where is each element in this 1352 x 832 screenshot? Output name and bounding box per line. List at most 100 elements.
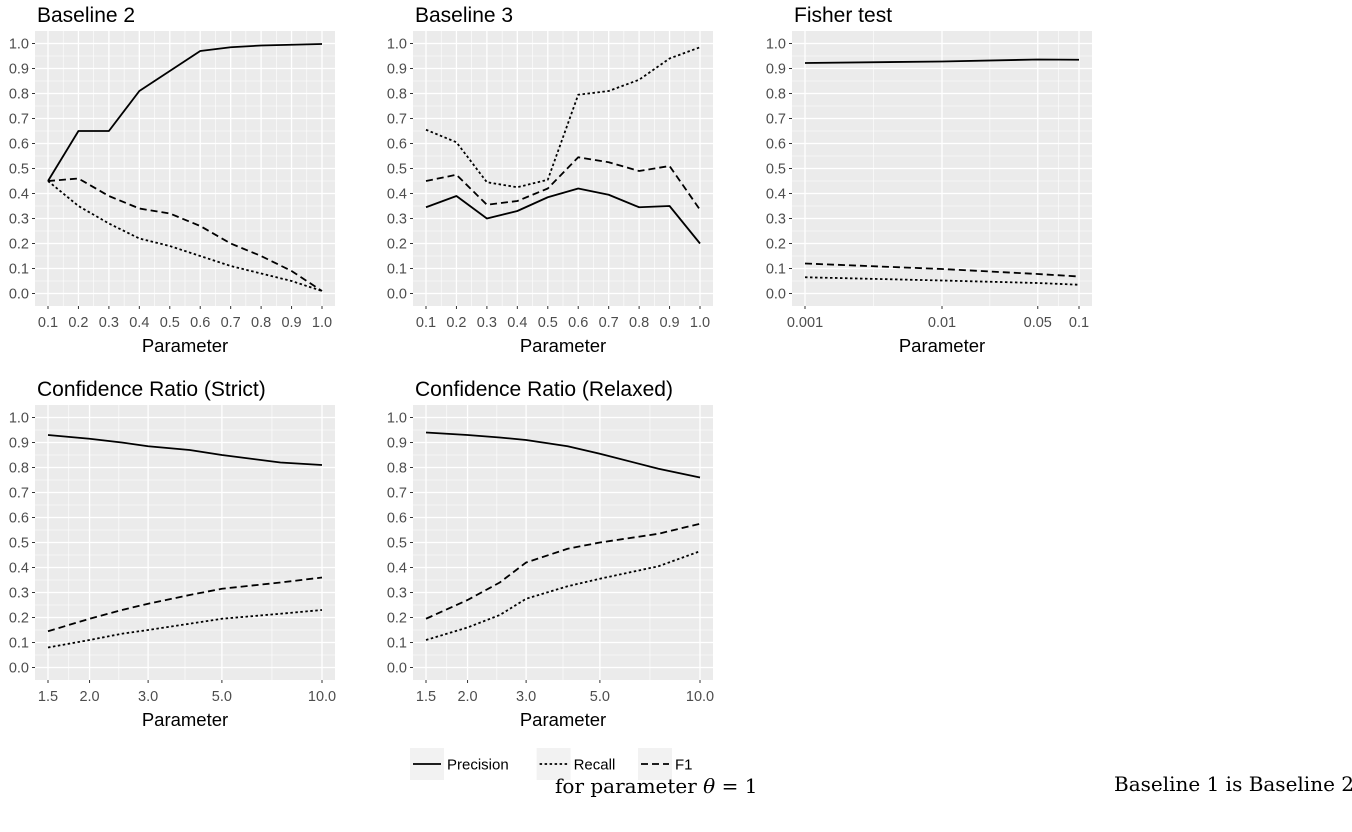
y-tick-label: 0.4 <box>387 561 407 577</box>
y-tick-label: 0.8 <box>766 87 786 103</box>
y-tick-label: 0.7 <box>766 112 786 128</box>
x-tick-label: 0.05 <box>1024 315 1052 331</box>
y-tick-label: 0.2 <box>766 237 786 253</box>
x-tick-label: 3.0 <box>138 689 158 705</box>
y-tick-label: 0.8 <box>9 87 29 103</box>
x-tick-label: 0.01 <box>928 315 956 331</box>
y-tick-label: 0.7 <box>9 486 29 502</box>
y-tick-label: 0.8 <box>387 87 407 103</box>
legend-item-precision: Precision <box>410 748 509 780</box>
y-tick-label: 0.1 <box>9 636 29 652</box>
caption-line-2: for parameter θ = 1 <box>555 774 757 798</box>
chart-panel-confidence-ratio-relaxed: 0.0 0.1 0.2 0.3 0.4 0.5 0.6 0.7 0.8 0.9 1.0 1.5 2.0 3… <box>387 378 714 730</box>
legend-label: Precision <box>447 757 509 774</box>
panel-title: Fisher test <box>794 4 892 27</box>
y-tick-label: 0.4 <box>766 187 786 203</box>
panel-title: Baseline 2 <box>37 4 135 27</box>
y-tick-label: 0.0 <box>387 661 407 677</box>
x-tick-label: 0.8 <box>629 315 649 331</box>
x-tick-label: 0.2 <box>68 315 88 331</box>
x-tick-label: 0.3 <box>99 315 119 331</box>
x-tick-label: 1.5 <box>38 689 58 705</box>
series-line-recall <box>47 609 323 649</box>
y-tick-label: 0.6 <box>387 511 407 527</box>
x-axis-title: Parameter <box>520 709 606 730</box>
caption-prefix: for parameter <box>555 774 704 798</box>
legend-label: F1 <box>675 757 693 774</box>
y-tick-label: 0.5 <box>387 162 407 178</box>
x-tick-label: 2.0 <box>457 689 477 705</box>
caption-suffix: = 1 <box>715 774 758 798</box>
x-tick-label: 0.9 <box>659 315 679 331</box>
y-tick-label: 0.2 <box>387 237 407 253</box>
y-tick-label: 0.5 <box>9 536 29 552</box>
y-tick-label: 0.3 <box>387 586 407 602</box>
y-tick-label: 0.2 <box>387 611 407 627</box>
legend: Precision Recall F1 <box>410 748 693 780</box>
x-tick-label: 0.4 <box>507 315 527 331</box>
y-tick-label: 0.1 <box>387 262 407 278</box>
x-tick-label: 0.4 <box>129 315 149 331</box>
x-tick-label: 0.6 <box>568 315 588 331</box>
series-line-recall <box>425 550 701 641</box>
y-tick-label: 0.4 <box>9 187 29 203</box>
series-line-f1 <box>47 177 323 292</box>
y-tick-label: 0.1 <box>387 636 407 652</box>
x-tick-label: 5.0 <box>590 689 610 705</box>
x-tick-label: 0.001 <box>787 315 823 331</box>
x-tick-label: 1.0 <box>690 315 710 331</box>
series-line-f1 <box>47 576 323 633</box>
caption-theta-symbol: θ <box>703 774 716 798</box>
chart-panel-baseline-3: 0.0 0.1 0.2 0.3 0.4 0.5 0.6 0.7 0.8 0.9 1.0 0.1 0.2 0… <box>387 4 713 356</box>
y-tick-label: 0.7 <box>9 112 29 128</box>
x-tick-label: 1.5 <box>416 689 436 705</box>
chart-panel-baseline-2: 0.0 0.1 0.2 0.3 0.4 0.5 0.6 0.7 0.8 0.9 1.0 0.1 0.2 0… <box>9 4 335 356</box>
y-tick-label: 1.0 <box>9 411 29 427</box>
y-tick-label: 0.9 <box>9 62 29 78</box>
y-tick-label: 0.3 <box>9 586 29 602</box>
y-tick-label: 0.6 <box>9 137 29 153</box>
y-tick-label: 0.8 <box>9 461 29 477</box>
x-tick-label: 1.0 <box>312 315 332 331</box>
series-line-precision <box>804 58 1080 64</box>
series-line-precision <box>425 431 701 479</box>
x-tick-label: 10.0 <box>308 689 336 705</box>
legend-item-recall: Recall <box>536 748 616 780</box>
y-tick-label: 0.2 <box>9 611 29 627</box>
y-tick-label: 0.9 <box>387 62 407 78</box>
x-axis-title: Parameter <box>899 335 985 356</box>
y-tick-label: 0.8 <box>387 461 407 477</box>
x-tick-label: 0.5 <box>538 315 558 331</box>
y-tick-label: 0.1 <box>9 262 29 278</box>
y-tick-label: 0.0 <box>9 661 29 677</box>
legend-label: Recall <box>574 757 616 774</box>
series-line-f1 <box>425 522 701 620</box>
y-tick-label: 0.0 <box>9 287 29 303</box>
y-tick-label: 1.0 <box>387 411 407 427</box>
x-tick-label: 0.8 <box>251 315 271 331</box>
y-tick-label: 0.9 <box>766 62 786 78</box>
y-tick-label: 0.4 <box>387 187 407 203</box>
x-tick-label: 0.7 <box>221 315 241 331</box>
x-axis-title: Parameter <box>520 335 606 356</box>
y-tick-label: 0.7 <box>387 112 407 128</box>
y-tick-label: 0.7 <box>387 486 407 502</box>
y-tick-label: 0.4 <box>9 561 29 577</box>
x-tick-label: 10.0 <box>686 689 714 705</box>
y-tick-label: 0.6 <box>766 137 786 153</box>
x-tick-label: 0.6 <box>190 315 210 331</box>
y-tick-label: 0.5 <box>387 536 407 552</box>
series-line-precision <box>47 434 323 466</box>
series-line-f1 <box>425 156 701 211</box>
y-tick-label: 0.3 <box>9 212 29 228</box>
x-axis-title: Parameter <box>142 709 228 730</box>
x-tick-label: 0.1 <box>1069 315 1089 331</box>
y-tick-label: 0.3 <box>766 212 786 228</box>
legend-item-f1: F1 <box>638 748 693 780</box>
y-tick-label: 1.0 <box>9 37 29 53</box>
y-tick-label: 0.6 <box>387 137 407 153</box>
series-line-recall <box>47 180 323 292</box>
series-line-precision <box>47 43 323 182</box>
x-tick-label: 0.7 <box>599 315 619 331</box>
